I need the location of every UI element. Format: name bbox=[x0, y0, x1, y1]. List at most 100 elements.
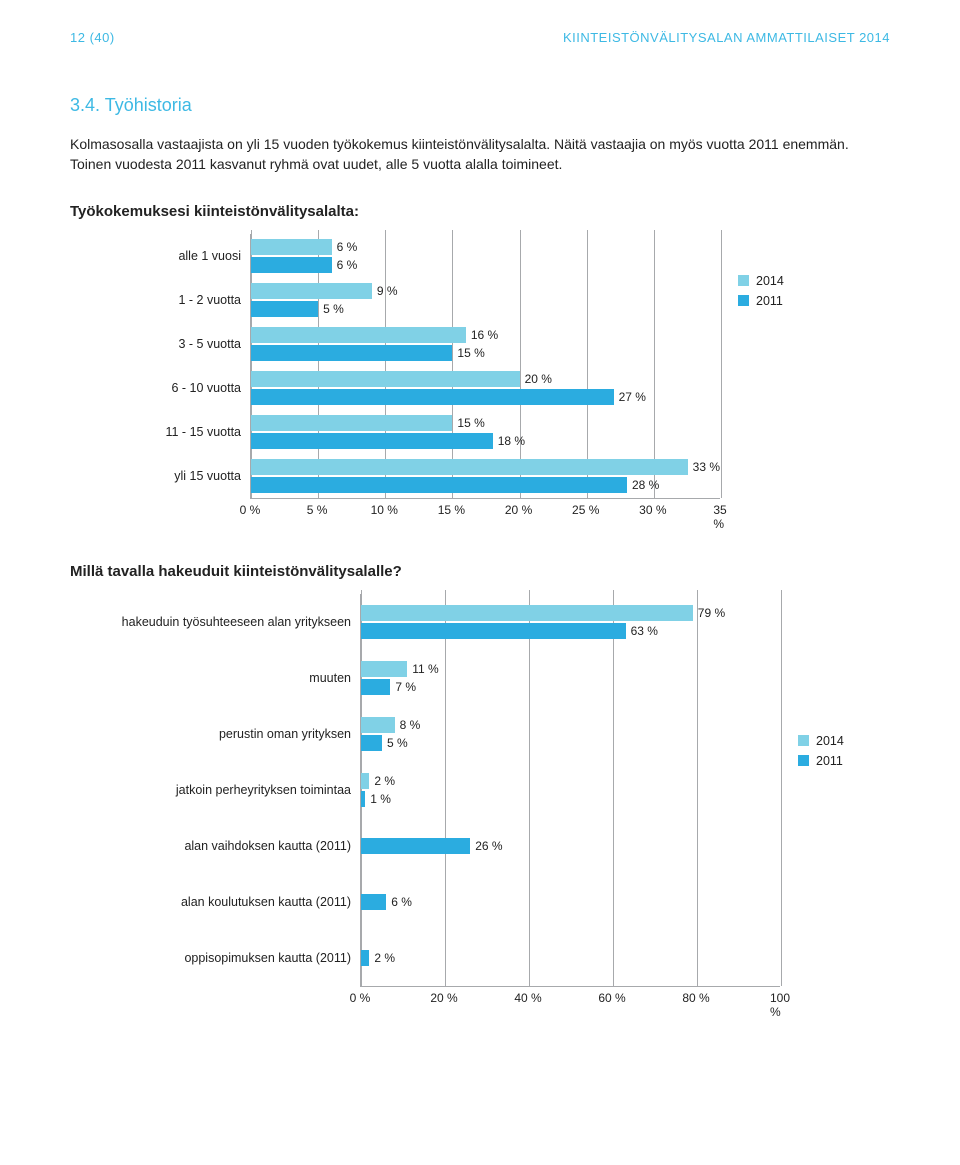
bar-value-label: 15 % bbox=[457, 346, 484, 360]
bar-value-label: 33 % bbox=[693, 460, 720, 474]
bar bbox=[361, 735, 382, 751]
category: hakeuduin työsuhteeseen alan yritykseen7… bbox=[361, 594, 780, 650]
bar-row: 1 % bbox=[361, 791, 780, 807]
bar-row: 15 % bbox=[251, 415, 720, 431]
x-tick-label: 30 % bbox=[639, 503, 666, 517]
bar-row: 27 % bbox=[251, 389, 720, 405]
x-tick-label: 15 % bbox=[438, 503, 465, 517]
bar-row: 6 % bbox=[251, 257, 720, 273]
bar-row: 5 % bbox=[251, 301, 720, 317]
bar-row: 15 % bbox=[251, 345, 720, 361]
x-tick-label: 20 % bbox=[430, 991, 457, 1005]
bar bbox=[361, 679, 390, 695]
category-label: 6 - 10 vuotta bbox=[172, 381, 252, 395]
bar-value-label: 28 % bbox=[632, 478, 659, 492]
bar-value-label: 2 % bbox=[374, 774, 395, 788]
legend-label: 2014 bbox=[816, 734, 844, 748]
bar bbox=[251, 371, 520, 387]
bar-row: 2 % bbox=[361, 950, 780, 966]
legend-label: 2011 bbox=[756, 294, 783, 308]
bar-value-label: 6 % bbox=[337, 240, 358, 254]
bar-value-label: 26 % bbox=[475, 839, 502, 853]
x-tick-label: 80 % bbox=[682, 991, 709, 1005]
bar-row: 18 % bbox=[251, 433, 720, 449]
category: 11 - 15 vuotta15 %18 % bbox=[251, 410, 720, 454]
chart2-area: hakeuduin työsuhteeseen alan yritykseen7… bbox=[70, 594, 780, 1009]
bar-row: 28 % bbox=[251, 477, 720, 493]
bar bbox=[361, 838, 470, 854]
gridline bbox=[781, 590, 782, 986]
category-label: 11 - 15 vuotta bbox=[165, 425, 251, 439]
category: 1 - 2 vuotta9 %5 % bbox=[251, 278, 720, 322]
bar bbox=[251, 327, 466, 343]
legend-swatch bbox=[738, 295, 749, 306]
bar-value-label: 2 % bbox=[374, 951, 395, 965]
page-header: 12 (40) KIINTEISTÖNVÄLITYSALAN AMMATTILA… bbox=[70, 30, 890, 45]
legend-item: 2011 bbox=[798, 754, 844, 768]
bar-value-label: 1 % bbox=[370, 792, 391, 806]
bar-value-label: 11 % bbox=[412, 662, 438, 676]
bar-row: 20 % bbox=[251, 371, 720, 387]
bar bbox=[361, 717, 395, 733]
x-tick-label: 25 % bbox=[572, 503, 599, 517]
bar bbox=[361, 773, 369, 789]
x-axis: 0 %5 %10 %15 %20 %25 %30 %35 % bbox=[250, 499, 720, 521]
bar-value-label: 15 % bbox=[457, 416, 484, 430]
category-label: muuten bbox=[309, 671, 361, 685]
legend-item: 2014 bbox=[798, 734, 844, 748]
bar-value-label: 16 % bbox=[471, 328, 498, 342]
bar-value-label: 18 % bbox=[498, 434, 525, 448]
section-title: 3.4. Työhistoria bbox=[70, 95, 890, 116]
bar-row: 11 % bbox=[361, 661, 780, 677]
x-tick-label: 60 % bbox=[598, 991, 625, 1005]
chart2-title: Millä tavalla hakeuduit kiinteistönvälit… bbox=[70, 563, 890, 580]
category: yli 15 vuotta33 %28 % bbox=[251, 454, 720, 498]
bar-value-label: 5 % bbox=[387, 736, 408, 750]
bar-row: 63 % bbox=[361, 623, 780, 639]
chart1-legend: 20142011 bbox=[738, 274, 784, 314]
x-tick-label: 0 % bbox=[350, 991, 371, 1005]
bar-row: 33 % bbox=[251, 459, 720, 475]
bar-row: 6 % bbox=[251, 239, 720, 255]
bar bbox=[251, 257, 332, 273]
legend-swatch bbox=[798, 735, 809, 746]
x-tick-label: 35 % bbox=[713, 503, 726, 531]
gridline bbox=[721, 230, 722, 498]
bar bbox=[251, 283, 372, 299]
category: alan koulutuksen kautta (2011)6 % bbox=[361, 874, 780, 930]
category: jatkoin perheyrityksen toimintaa2 %1 % bbox=[361, 762, 780, 818]
x-tick-label: 10 % bbox=[371, 503, 398, 517]
bar-row: 16 % bbox=[251, 327, 720, 343]
legend-swatch bbox=[738, 275, 749, 286]
bar bbox=[251, 301, 318, 317]
bar-row: 79 % bbox=[361, 605, 780, 621]
bar-row: 6 % bbox=[361, 894, 780, 910]
bar-value-label: 27 % bbox=[619, 390, 646, 404]
bar bbox=[361, 661, 407, 677]
bar bbox=[251, 345, 452, 361]
bar-value-label: 79 % bbox=[698, 606, 725, 620]
category-label: yli 15 vuotta bbox=[174, 469, 251, 483]
doc-title: KIINTEISTÖNVÄLITYSALAN AMMATTILAISET 201… bbox=[563, 30, 890, 45]
bar-row: 26 % bbox=[361, 838, 780, 854]
bar bbox=[361, 791, 365, 807]
bar bbox=[251, 239, 332, 255]
bar-value-label: 6 % bbox=[337, 258, 358, 272]
category-label: 1 - 2 vuotta bbox=[178, 293, 251, 307]
category-label: jatkoin perheyrityksen toimintaa bbox=[176, 783, 361, 797]
bar bbox=[251, 477, 627, 493]
legend-swatch bbox=[798, 755, 809, 766]
bar-value-label: 9 % bbox=[377, 284, 398, 298]
chart1: alle 1 vuosi6 %6 %1 - 2 vuotta9 %5 %3 - … bbox=[70, 234, 890, 521]
category: oppisopimuksen kautta (2011)2 % bbox=[361, 930, 780, 986]
bar-row: 2 % bbox=[361, 773, 780, 789]
category-label: perustin oman yrityksen bbox=[219, 727, 361, 741]
legend-item: 2011 bbox=[738, 294, 784, 308]
category-label: alan koulutuksen kautta (2011) bbox=[181, 895, 361, 909]
bar bbox=[361, 950, 369, 966]
bar-row: 9 % bbox=[251, 283, 720, 299]
page-number: 12 (40) bbox=[70, 30, 115, 45]
legend-label: 2011 bbox=[816, 754, 843, 768]
chart1-area: alle 1 vuosi6 %6 %1 - 2 vuotta9 %5 %3 - … bbox=[70, 234, 720, 521]
bar-value-label: 7 % bbox=[395, 680, 416, 694]
